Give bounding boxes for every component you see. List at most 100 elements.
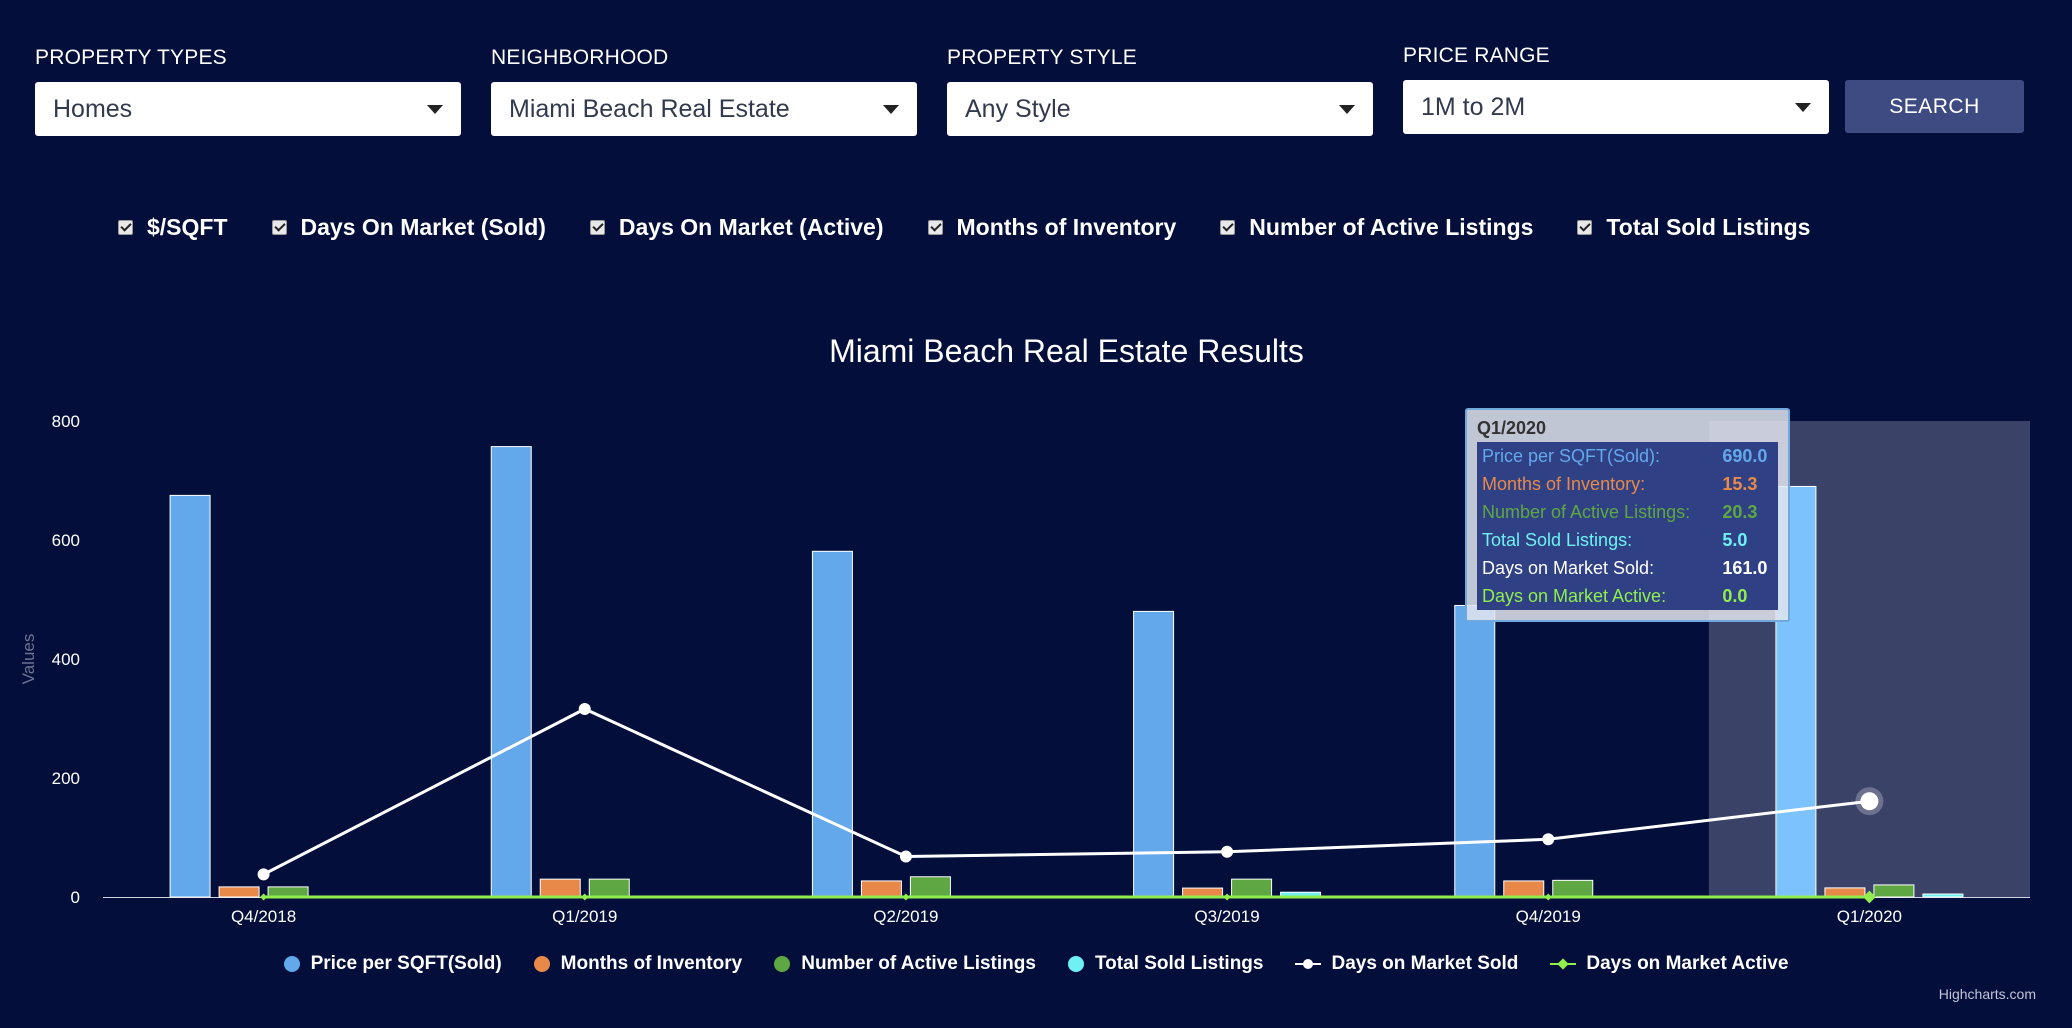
- tooltip-row: Months of Inventory: 15.3: [1477, 470, 1778, 498]
- toggle-price-sqft[interactable]: $/SQFT: [118, 214, 228, 241]
- tooltip-value: 20.3: [1722, 502, 1758, 522]
- tooltip-row: Price per SQFT(Sold): 690.0: [1477, 442, 1778, 470]
- toggle-label: Number of Active Listings: [1249, 214, 1534, 240]
- toggle-dom-active[interactable]: Days On Market (Active): [589, 214, 884, 241]
- y-tick-label: 800: [52, 412, 80, 431]
- x-tick-label: Q2/2019: [873, 907, 938, 926]
- toggle-dom-sold[interactable]: Days On Market (Sold): [271, 214, 546, 241]
- y-tick-label: 0: [71, 888, 80, 907]
- x-tick-label: Q4/2018: [231, 907, 296, 926]
- chart: 0 200 400 600 800 Values Q4/2018 Q1/2019 Q2/2019…: [19, 333, 2030, 926]
- legend-label: Total Sold Listings: [1094, 953, 1264, 974]
- chart-legend: Price per SQFT(Sold) Months of Inventory…: [0, 953, 2072, 975]
- price-range-select[interactable]: 1M to 2M: [1403, 80, 1829, 134]
- legend-item-inventory[interactable]: Months of Inventory: [533, 953, 742, 975]
- bar-months-of-inventory: [860, 880, 902, 898]
- tooltip-row: Days on Market Sold: 161.0: [1477, 554, 1778, 582]
- bar-price-per-sqft-sold-: [1454, 604, 1496, 898]
- filter-neighborhood: NEIGHBORHOOD Miami Beach Real Estate: [491, 46, 917, 136]
- tooltip-value: 5.0: [1722, 530, 1748, 550]
- legend-item-dom-active[interactable]: Days on Market Active: [1550, 953, 1788, 975]
- checkbox-checked-icon[interactable]: [589, 220, 605, 235]
- checkbox-checked-icon[interactable]: [118, 220, 133, 235]
- property-types-select[interactable]: Homes: [35, 82, 461, 136]
- tooltip-label: Days on Market Active:: [1482, 586, 1667, 606]
- bar-price-per-sqft-sold-: [169, 494, 211, 898]
- filter-label: PRICE RANGE: [1403, 44, 1550, 67]
- search-button[interactable]: SEARCH: [1845, 80, 2024, 133]
- tooltip-label: Number of Active Listings:: [1482, 502, 1691, 522]
- tooltip-value: 15.3: [1722, 474, 1758, 494]
- bar-number-of-active-listings: [1552, 879, 1594, 898]
- filter-label: PROPERTY STYLE: [947, 46, 1137, 69]
- point-days-on-market-active: [1223, 893, 1231, 901]
- bar-number-of-active-listings: [267, 886, 309, 898]
- tooltip-row: Days on Market Active: 0.0: [1477, 582, 1778, 610]
- point-days-on-market-sold: [257, 868, 270, 881]
- point-days-on-market-sold: [1221, 845, 1234, 858]
- property-style-select[interactable]: Any Style: [947, 82, 1373, 136]
- tooltip-row: Total Sold Listings: 5.0: [1477, 526, 1778, 554]
- legend-item-dom-sold[interactable]: Days on Market Sold: [1295, 953, 1518, 975]
- tooltip-value: 0.0: [1722, 586, 1748, 606]
- legend-symbol: [774, 956, 791, 972]
- select-value: 1M to 2M: [1421, 92, 1526, 121]
- y-tick-label: 400: [52, 650, 80, 669]
- chevron-down-icon: [427, 104, 443, 114]
- select-value: Homes: [53, 94, 133, 123]
- legend-label: Days on Market Active: [1586, 953, 1789, 974]
- tooltip-value: 161.0: [1722, 558, 1768, 578]
- bar-price-per-sqft-sold-: [811, 550, 853, 898]
- bar-price-per-sqft-sold-: [490, 446, 532, 898]
- x-tick-label: Q1/2020: [1837, 907, 1902, 926]
- bar-number-of-active-listings: [588, 878, 630, 898]
- legend-item-sold-listings[interactable]: Total Sold Listings: [1067, 953, 1264, 975]
- tooltip-label: Total Sold Listings:: [1482, 530, 1633, 550]
- toggle-label: $/SQFT: [147, 214, 228, 240]
- toggle-label: Months of Inventory: [956, 214, 1177, 240]
- toggle-sold-listings[interactable]: Total Sold Listings: [1577, 214, 1810, 241]
- bar-total-sold-listings: [1922, 893, 1964, 898]
- chevron-down-icon: [1339, 104, 1355, 114]
- y-axis-title: Values: [19, 634, 38, 685]
- select-value: Miami Beach Real Estate: [509, 94, 790, 123]
- legend-label: Number of Active Listings: [801, 953, 1036, 974]
- legend-symbol: [1550, 956, 1577, 972]
- legend-label: Price per SQFT(Sold): [310, 953, 502, 974]
- tooltip-label: Months of Inventory:: [1482, 474, 1646, 494]
- legend-item-active-listings[interactable]: Number of Active Listings: [774, 953, 1036, 975]
- toggle-active-listings[interactable]: Number of Active Listings: [1220, 214, 1533, 241]
- point-days-on-market-sold: [1542, 833, 1555, 846]
- chart-title: Miami Beach Real Estate Results: [829, 333, 1304, 369]
- legend-symbol: [1067, 956, 1084, 972]
- select-value: Any Style: [965, 94, 1071, 123]
- chevron-down-icon: [883, 104, 899, 114]
- tooltip-label: Days on Market Sold:: [1482, 558, 1655, 578]
- x-tick-label: Q4/2019: [1516, 907, 1581, 926]
- legend-symbol: [533, 956, 550, 972]
- legend-symbol: [1295, 956, 1322, 972]
- point-days-on-market-active: [902, 893, 910, 901]
- chart-tooltip: Q1/2020 Price per SQFT(Sold): 690.0 Months…: [1465, 408, 1790, 622]
- checkbox-checked-icon[interactable]: [1577, 220, 1593, 235]
- bar-number-of-active-listings: [1873, 884, 1915, 898]
- toggle-months-inventory[interactable]: Months of Inventory: [927, 214, 1177, 241]
- chevron-down-icon: [1795, 102, 1811, 112]
- legend-item-price[interactable]: Price per SQFT(Sold): [283, 953, 502, 975]
- legend-symbol: [283, 956, 300, 972]
- line-days-on-market-sold: [262, 707, 1870, 876]
- bar-months-of-inventory: [218, 886, 260, 898]
- checkbox-checked-icon[interactable]: [271, 220, 287, 235]
- toggle-label: Days On Market (Active): [618, 214, 884, 240]
- filter-price-range: PRICE RANGE 1M to 2M: [1403, 44, 1829, 134]
- neighborhood-select[interactable]: Miami Beach Real Estate: [491, 82, 917, 136]
- credits-link[interactable]: Highcharts.com: [1938, 986, 2036, 1002]
- tooltip-label: Price per SQFT(Sold):: [1482, 446, 1661, 466]
- checkbox-checked-icon[interactable]: [927, 220, 943, 235]
- legend-label: Days on Market Sold: [1331, 953, 1519, 974]
- checkbox-checked-icon[interactable]: [1220, 220, 1236, 235]
- tooltip-value: 690.0: [1722, 446, 1768, 466]
- x-tick-label: Q1/2019: [552, 907, 617, 926]
- filter-label: NEIGHBORHOOD: [491, 46, 669, 69]
- y-tick-label: 600: [52, 531, 80, 550]
